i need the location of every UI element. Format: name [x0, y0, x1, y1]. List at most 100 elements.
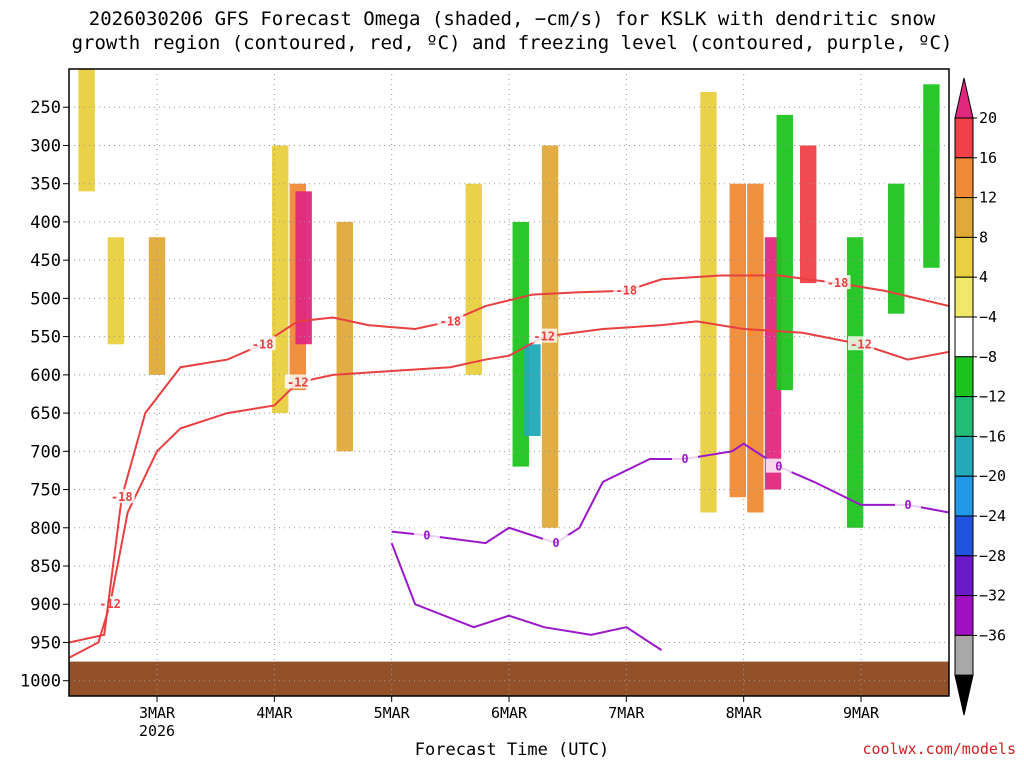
y-tick-label-250: 250 — [30, 98, 61, 118]
contour-label-bg-2-0 — [413, 527, 440, 542]
y-tick-label-400: 400 — [30, 213, 61, 233]
x-tick-label-3MAR: 3MAR — [139, 704, 176, 722]
y-tick-label-600: 600 — [30, 366, 61, 386]
contour-label-bg-1-2 — [437, 313, 464, 328]
contour-label-bg-2-2 — [672, 450, 698, 465]
contour-line-1 — [69, 274, 949, 644]
omega-cell-17 — [747, 183, 764, 513]
y-tick-label-950: 950 — [30, 633, 61, 653]
colorbar-swatch-8 — [954, 435, 974, 477]
y-axis: 250 300 350 400 450 500 550 600 650 700 750 800 850 9… — [20, 98, 69, 692]
x-tick-label-7MAR: 7MAR — [608, 704, 645, 722]
y-tick-label-850: 850 — [30, 557, 61, 577]
contour-label-1-0: -18 — [111, 490, 133, 504]
y-tick-label-350: 350 — [30, 175, 61, 195]
omega-cell-22 — [846, 237, 864, 528]
contour-label-2-2: 0 — [681, 452, 688, 466]
y-tick-label-700: 700 — [30, 442, 61, 462]
omega-cell-24 — [923, 84, 940, 268]
x-tick-label-4MAR: 4MAR — [256, 704, 293, 722]
colorbar-swatch-9 — [954, 475, 974, 517]
ground-fill — [69, 661, 949, 696]
colorbar-label-5: −4 — [979, 308, 997, 326]
x-axis: 3MAR 4MAR 5MAR 6MAR 7MAR 8MAR 9MAR 2026 — [139, 696, 880, 740]
colorbar-label-3: 8 — [979, 228, 988, 246]
colorbar-swatch-6 — [954, 356, 974, 398]
contour-label-1-3: -18 — [615, 284, 637, 298]
x-tick-label-8MAR: 8MAR — [726, 704, 763, 722]
contour-label-1-4: -18 — [827, 276, 849, 290]
omega-cell-10 — [465, 183, 483, 375]
contour-label-bg-1-1 — [249, 336, 276, 351]
colorbar-swatch-2 — [954, 197, 974, 238]
source-credit[interactable]: coolwx.com/models — [862, 740, 1016, 758]
colorbar-label-9: −20 — [979, 467, 1006, 485]
contour-label-bg-0-0 — [97, 596, 124, 611]
colorbar-label-4: 4 — [979, 268, 988, 286]
omega-cell-7 — [295, 191, 312, 345]
colorbar-swatch-5 — [954, 316, 974, 358]
contour-label-1-1: -18 — [252, 337, 274, 351]
y-tick-label-300: 300 — [30, 136, 61, 156]
omega-cell-8 — [313, 107, 330, 452]
x-axis-title: Forecast Time (UTC) — [414, 740, 610, 760]
y-tick-label-650: 650 — [30, 404, 61, 424]
colorbar-swatch-12 — [954, 595, 974, 636]
colorbar-label-12: −32 — [979, 587, 1006, 605]
contour-label-bg-2-4 — [894, 496, 921, 511]
contour-line-3 — [390, 542, 663, 651]
contour-label-0-2: -12 — [533, 330, 555, 344]
omega-cell-5 — [271, 145, 289, 414]
contour-line-0 — [69, 320, 949, 659]
contour-label-bg-0-2 — [531, 328, 558, 343]
colorbar-bottom-arrow — [954, 674, 974, 716]
y-tick-label-1000: 1000 — [20, 672, 61, 692]
colorbar-label-13: −36 — [979, 626, 1006, 644]
x-tick-sublabel-year: 2026 — [139, 722, 175, 740]
y-tick-label-550: 550 — [30, 328, 61, 348]
colorbar-top-arrow — [954, 77, 974, 119]
contour-label-2-4: 0 — [904, 498, 911, 512]
contour-label-bg-1-4 — [824, 275, 851, 290]
contour-label-2-0: 0 — [423, 528, 430, 542]
contour-line-2 — [391, 442, 949, 545]
contour-label-bg-1-0 — [108, 489, 135, 504]
colorbar-label-2: 12 — [979, 189, 997, 207]
y-tick-label-900: 900 — [30, 595, 61, 615]
contour-label-0-1: -12 — [287, 376, 309, 390]
colorbar-swatch-0 — [954, 117, 974, 159]
colorbar-swatch-7 — [954, 396, 974, 437]
contour-label-2-1: 0 — [552, 536, 559, 550]
contour-label-bg-0-1 — [284, 374, 311, 389]
colorbar-label-7: −12 — [979, 388, 1006, 406]
omega-cell-20 — [799, 145, 817, 284]
colorbar: 20 16 12 8 4 −4 −8 −12 −16 −20 −24 −28 −32 −36 — [954, 77, 1006, 716]
y-tick-label-450: 450 — [30, 251, 61, 271]
omega-cell-2 — [148, 237, 166, 375]
contour-label-2-3: 0 — [775, 460, 782, 474]
colorbar-label-8: −16 — [979, 427, 1006, 445]
colorbar-swatch-1 — [954, 157, 974, 199]
grid-lines — [69, 69, 949, 696]
contour-label-bg-0-3 — [848, 336, 874, 351]
x-tick-label-5MAR: 5MAR — [374, 704, 411, 722]
contour-label-0-0: -12 — [99, 597, 121, 611]
chart-title-line-2: growth region (contoured, red, ºC) and f… — [71, 32, 953, 54]
colorbar-label-0: 20 — [979, 109, 997, 127]
ground-surface — [69, 661, 949, 696]
contour-label-0-3: -12 — [850, 337, 872, 351]
colorbar-swatch-13 — [954, 634, 974, 676]
omega-cell-0 — [78, 69, 95, 192]
omega-cell-19 — [776, 114, 793, 391]
colorbar-label-10: −24 — [979, 507, 1006, 525]
colorbar-label-11: −28 — [979, 547, 1006, 565]
contour-label-bg-2-3 — [765, 458, 792, 473]
x-tick-label-6MAR: 6MAR — [491, 704, 528, 722]
y-tick-label-800: 800 — [30, 519, 61, 539]
omega-cell-1 — [107, 237, 125, 345]
omega-cell-21 — [817, 84, 835, 314]
y-tick-label-750: 750 — [30, 481, 61, 501]
colorbar-swatch-11 — [954, 555, 974, 597]
colorbar-label-6: −8 — [979, 348, 997, 366]
x-tick-label-9MAR: 9MAR — [843, 704, 880, 722]
